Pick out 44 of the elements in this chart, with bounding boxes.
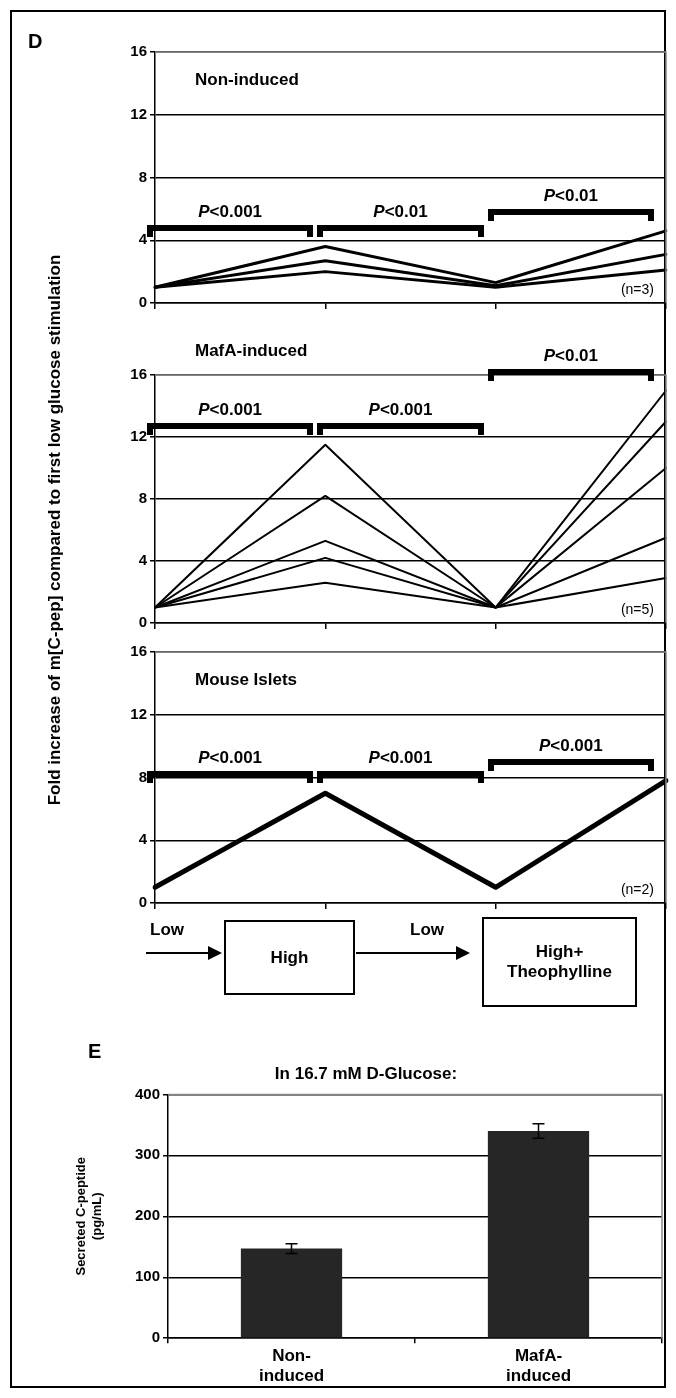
y-tick-label: 400 [134, 1084, 160, 1102]
y-tick-label: 0 [151, 1328, 160, 1346]
y-tick-label: 4 [138, 830, 148, 848]
y-tick-label: 16 [130, 642, 147, 660]
text: P<0.01 [543, 345, 599, 365]
y-tick-label: 4 [138, 230, 148, 248]
y-tick-label: 4 [138, 551, 148, 569]
y-axis-title: Secreted C-peptide (pg/mL) [73, 1157, 104, 1276]
chart-title: In 16.7 mM D-Glucose: [274, 1063, 458, 1083]
text: High [224, 920, 355, 995]
y-tick-label: 8 [138, 489, 147, 507]
y-tick-label: 12 [130, 704, 147, 722]
chart-title: MafA-induced [195, 340, 308, 360]
annotation: P<0.001 [538, 735, 603, 755]
annotation: P<0.01 [543, 185, 599, 205]
annotation: (n=5) [620, 600, 654, 617]
annotation: P<0.01 [373, 201, 428, 221]
text: D [28, 30, 43, 53]
annotation: P<0.001 [368, 748, 433, 768]
y-axis-title: Fold increase of m[C-pep] compared to first low glucose stimulation [44, 253, 65, 808]
annotation: (n=2) [620, 880, 654, 897]
y-tick-label: 0 [138, 613, 147, 631]
annotation: P<0.001 [368, 399, 433, 419]
annotation: (n=3) [620, 280, 654, 297]
y-tick-label: 8 [138, 767, 147, 785]
y-tick-label: 16 [130, 42, 147, 60]
annotation: P<0.001 [198, 201, 263, 221]
y-tick-label: 200 [134, 1206, 160, 1224]
text: High+ Theophylline [482, 917, 637, 1007]
y-tick-label: 300 [134, 1145, 160, 1163]
text: E [88, 1040, 102, 1063]
text: Non-induced [195, 69, 299, 89]
y-tick-label: 0 [138, 893, 147, 911]
text: Mouse Islets [195, 669, 298, 689]
text: Low [410, 920, 444, 940]
y-tick-label: 0 [138, 293, 147, 311]
y-tick-label: 100 [134, 1267, 160, 1285]
annotation: P<0.001 [198, 399, 263, 419]
y-tick-label: 12 [130, 427, 147, 445]
text: Low [150, 920, 184, 940]
y-tick-label: 12 [130, 104, 147, 122]
annotation: P<0.001 [198, 748, 263, 768]
y-tick-label: 16 [130, 365, 147, 383]
y-tick-label: 8 [138, 167, 147, 185]
